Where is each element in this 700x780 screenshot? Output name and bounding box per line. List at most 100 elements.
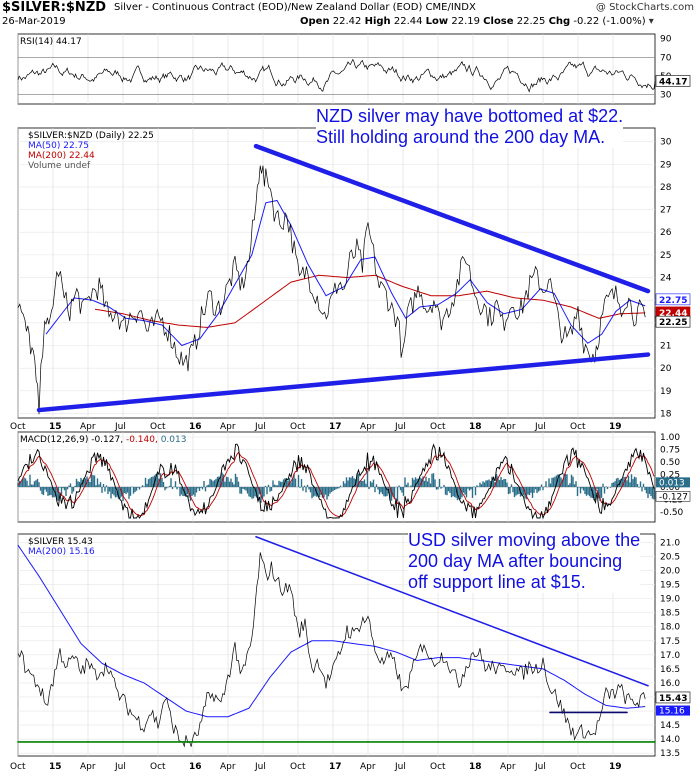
macd-ytick-label-0: 1.00 xyxy=(660,433,680,443)
price_usd-ytick-label-7: 17.5 xyxy=(660,637,680,647)
macd-ytick-label-3: 0.25 xyxy=(660,471,680,481)
usd-xtick-label-12: Oct xyxy=(430,762,446,772)
usd-annotation: USD silver moving above the 200 day MA af… xyxy=(408,530,641,593)
rsi-line xyxy=(17,58,656,93)
nzd-xtick-label-9: 17 xyxy=(329,422,342,432)
usd-xtick-label-1: 15 xyxy=(49,762,62,772)
price_nzd-ytick-label-10: 20 xyxy=(660,364,672,374)
usd-xtick-label-13: 18 xyxy=(469,762,482,772)
price_nzd-ytick-label-9: 21 xyxy=(660,342,671,352)
price_nzd-ytick-label-4: 26 xyxy=(660,228,672,238)
price_usd-ytick-label-9: 16.5 xyxy=(660,665,680,675)
nzd-xtick-label-16: Oct xyxy=(570,422,586,432)
rsi-frame xyxy=(17,33,656,105)
nzd-annotation-text: NZD silver may have bottomed at $22. Stil… xyxy=(316,106,624,147)
macd-last-box-1 xyxy=(655,491,691,502)
macd-last-box-0 xyxy=(656,477,690,488)
nzd-legend-3: Volume undef xyxy=(28,161,91,171)
rsi-legend: RSI(14) 44.17 xyxy=(20,37,82,47)
ohlc-readout: Open 22.42 High 22.44 Low 22.19 Close 22… xyxy=(300,16,654,27)
nzd-xtick-label-0: Oct xyxy=(10,422,26,432)
price_nzd-ytick-label-3: 27 xyxy=(660,206,671,216)
macd-legend-hist: 0.013 xyxy=(161,435,187,445)
rsi-ytick-label-0: 90 xyxy=(660,35,672,45)
usd-xtick-label-7: Jul xyxy=(254,762,266,772)
usd-xtick-label-5: 16 xyxy=(189,762,202,772)
symbol-description: Silver - Continuous Contract (EOD)/New Z… xyxy=(114,2,476,13)
rsi-last-box-0 xyxy=(655,75,691,87)
macd-ytick-label-4: 0.00 xyxy=(660,483,680,493)
price_usd-ytick-label-15: 13.5 xyxy=(660,749,680,759)
price_nzd-ytick-label-2: 28 xyxy=(660,183,672,193)
price_usd-ytick-label-8: 17.0 xyxy=(660,651,680,661)
date-label: 26-Mar-2019 xyxy=(2,16,66,27)
price_usd-ytick-label-4: 19.0 xyxy=(660,595,680,605)
usd-last-box-1 xyxy=(656,705,690,716)
usd-xtick-label-9: 17 xyxy=(329,762,342,772)
nzd-xtick-label-6: Apr xyxy=(220,422,236,432)
nzd-xtick-label-4: Oct xyxy=(150,422,166,432)
price_usd-ytick-label-13: 14.5 xyxy=(660,721,680,731)
price_usd-ytick-label-0: 21.0 xyxy=(660,538,680,548)
nzd-last-label-0: 22.75 xyxy=(659,296,687,306)
nzd-last-label-2: 22.25 xyxy=(659,318,687,328)
macd-ytick-label-1: 0.75 xyxy=(660,446,680,456)
price_nzd-series-2 xyxy=(94,274,646,328)
open-value: 22.42 xyxy=(332,16,362,27)
nzd-last-box-0 xyxy=(655,293,691,306)
price_usd-ytick-label-10: 16.0 xyxy=(660,679,680,689)
down-triangle-icon[interactable]: ▾ xyxy=(648,16,654,27)
nzd-last-label-1: 22.44 xyxy=(659,309,687,319)
rsi-ytick-label-1: 70 xyxy=(660,53,672,63)
close-value: 22.25 xyxy=(516,16,546,27)
usd-last-label-0: 15.43 xyxy=(659,694,687,704)
macd-legend-signal: -0.140, xyxy=(126,435,161,445)
nzd-legend-0: $SILVER:$NZD (Daily) 22.25 xyxy=(28,131,154,141)
price_nzd-series-0 xyxy=(17,165,646,415)
nzd-xtick-label-11: Jul xyxy=(394,422,406,432)
nzd-xtick-label-8: Oct xyxy=(290,422,306,432)
symbol-title: $SILVER:$NZD xyxy=(2,0,107,15)
macd-last-label-1: -0.127 xyxy=(659,492,688,502)
price_usd-ytick-label-6: 18.0 xyxy=(660,623,680,633)
nzd-xtick-label-2: Apr xyxy=(80,422,96,432)
macd-line xyxy=(17,443,655,520)
chart-header: $SILVER:$NZD Silver - Continuous Contrac… xyxy=(0,0,700,34)
usd-legend-1: MA(200) 15.16 xyxy=(28,547,95,557)
close-label: Close xyxy=(483,16,514,27)
nzd-legend-2: MA(200) 22.44 xyxy=(28,151,95,161)
price_nzd-ytick-label-0: 30 xyxy=(660,138,672,148)
usd-xtick-label-8: Oct xyxy=(290,762,306,772)
nzd-xtick-label-17: 19 xyxy=(609,422,622,432)
rsi-last-label-0: 44.17 xyxy=(659,77,687,87)
price_nzd-ytick-label-6: 24 xyxy=(660,274,672,284)
nzd-legend-1: MA(50) 22.75 xyxy=(28,141,89,151)
nzd-xtick-label-3: Jul xyxy=(114,422,126,432)
usd-xtick-label-10: Apr xyxy=(360,762,376,772)
price_usd-ytick-label-3: 19.5 xyxy=(660,581,680,591)
usd-last-box-0 xyxy=(655,691,691,704)
nzd-xtick-label-14: Apr xyxy=(500,422,516,432)
low-label: Low xyxy=(425,16,449,27)
usd-xtick-label-3: Jul xyxy=(114,762,126,772)
usd-last-label-1: 15.16 xyxy=(659,707,685,717)
nzd-last-box-2 xyxy=(655,315,691,328)
usd-legend-0: $SILVER 15.43 xyxy=(28,537,93,547)
usd-xtick-label-11: Jul xyxy=(394,762,406,772)
watermark: @ StockCharts.com xyxy=(595,2,694,13)
chg-label: Chg xyxy=(548,16,571,27)
nzd-xtick-label-12: Oct xyxy=(430,422,446,432)
nzd-xtick-label-5: 16 xyxy=(189,422,202,432)
price_nzd-trendline-resistance xyxy=(253,143,651,294)
rsi-ytick-label-3: 30 xyxy=(660,91,672,101)
usd-xtick-label-2: Apr xyxy=(80,762,96,772)
usd-xtick-label-4: Oct xyxy=(150,762,166,772)
usd-xtick-label-16: Oct xyxy=(570,762,586,772)
price_usd-ytick-label-14: 14.0 xyxy=(660,735,680,745)
price_usd-ytick-label-5: 18.5 xyxy=(660,609,680,619)
price_nzd-trendline-support xyxy=(36,352,651,413)
nzd-xtick-label-13: 18 xyxy=(469,422,482,432)
open-label: Open xyxy=(300,16,330,27)
price_nzd-ytick-label-12: 18 xyxy=(660,409,672,419)
